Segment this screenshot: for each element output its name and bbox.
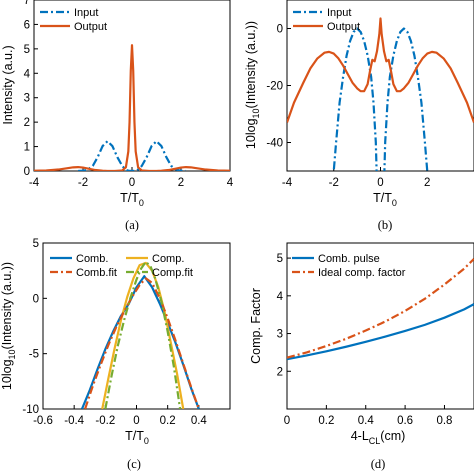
x-tick-label: 0.4 [358, 415, 375, 427]
x-tick-label: 0.2 [318, 415, 334, 427]
panel-d-xlabel: 4-LCL(cm) [351, 429, 406, 446]
x-tick-label: 2 [424, 177, 430, 189]
x-tick-label: -0.2 [95, 415, 115, 427]
y-tick-label: 4 [277, 291, 284, 303]
y-tick-label: 0 [33, 293, 39, 305]
panel-a: -4 -2 0 2 4 0 1 2 3 4 5 6 7 Input Output T/T0 Intens… [1, 0, 234, 232]
x-tick-label: 0.4 [191, 415, 208, 427]
y-tick-label: 3 [277, 329, 283, 341]
panel-a-ylabel: Intensity (a.u.) [1, 45, 15, 124]
x-tick-label: -4 [29, 177, 40, 189]
legend-label: Output [74, 21, 107, 33]
y-tick-label: 0 [24, 166, 30, 178]
panel-b-ylabel: 10log10(Intensity (a.u.)) [244, 21, 261, 149]
panel-b-xticks: -4 -2 0 2 [282, 167, 430, 189]
x-tick-label: 0 [133, 415, 139, 427]
x-tick-label: 0.2 [160, 415, 176, 427]
y-tick-label: -40 [266, 138, 283, 150]
panel-c-legend: Comb. Comp. Comb.fit Comp.fit [50, 253, 193, 279]
legend-label: Ideal comp. factor [318, 267, 406, 279]
panel-d-frame [286, 242, 474, 410]
panel-c-xticks: -0.6 -0.4 -0.2 0 0.2 0.4 [33, 405, 207, 427]
legend-label: Comb. pulse [318, 253, 380, 265]
series-line-output [287, 17, 474, 123]
legend-label: Input [74, 7, 98, 19]
panel-d: 0 0.2 0.4 0.6 0.8 2 3 4 5 Comb. pulse Ideal comp… [249, 242, 474, 471]
y-tick-label: -5 [29, 349, 39, 361]
panel-c-caption: (c) [127, 457, 141, 471]
y-tick-label: 2 [277, 366, 283, 378]
panel-c-ylabel: 10log10(Intensity (a.u.)) [0, 262, 17, 390]
y-tick-label: 5 [33, 238, 39, 250]
panel-d-xticks: 0 0.2 0.4 0.6 0.8 [284, 405, 452, 427]
x-tick-label: 0.6 [397, 415, 413, 427]
x-tick-label: 0 [129, 177, 135, 189]
y-tick-label: 4 [24, 68, 31, 80]
y-tick-label: 5 [277, 253, 283, 265]
legend-label: Comb. [76, 253, 108, 265]
series-line-comb-pulse [287, 303, 474, 361]
x-tick-label: 4 [227, 177, 234, 189]
x-tick-label: -0.4 [64, 415, 84, 427]
panel-a-lines [34, 44, 230, 171]
legend-label: Comb.fit [76, 267, 117, 279]
panel-a-legend: Input Output [40, 7, 107, 33]
panel-b-yticks: -40 -20 0 [266, 24, 291, 150]
panel-d-ylabel: Comp. Factor [249, 288, 263, 364]
y-tick-label: 3 [24, 93, 30, 105]
x-tick-label: -2 [329, 177, 339, 189]
panel-b-legend: Input Output [293, 7, 360, 33]
series-line-comp [101, 261, 185, 409]
y-tick-label: 1 [24, 142, 30, 154]
panel-d-legend: Comb. pulse Ideal comp. factor [292, 253, 406, 279]
x-tick-label: 2 [178, 177, 184, 189]
y-tick-label: 2 [24, 117, 30, 129]
panel-c-lines [80, 260, 200, 409]
legend-label: Output [327, 21, 360, 33]
x-tick-label: -0.6 [33, 415, 53, 427]
series-line-comp-fit [104, 260, 182, 409]
y-tick-label: -10 [22, 404, 39, 416]
panel-b-caption: (b) [378, 218, 393, 232]
panel-a-xlabel: T/T0 [120, 191, 144, 208]
panel-d-caption: (d) [371, 457, 386, 471]
x-tick-label: 0 [377, 177, 383, 189]
series-line-output [34, 44, 230, 171]
series-line-input [332, 27, 429, 171]
x-tick-label: -2 [78, 177, 88, 189]
panel-a-caption: (a) [125, 218, 139, 232]
series-line-input [78, 140, 186, 171]
legend-label: Comp. [152, 253, 184, 265]
series-line-ideal-comp-factor [287, 258, 474, 359]
x-tick-label: -4 [282, 177, 293, 189]
panel-a-yticks: 0 1 2 3 4 5 6 7 [24, 0, 38, 178]
panel-b-lines [287, 17, 474, 171]
series-line-comb-fit [84, 277, 200, 409]
x-tick-label: 0.8 [436, 415, 452, 427]
panel-c-yticks: -10 -5 0 5 [22, 238, 47, 416]
y-tick-label: 5 [24, 44, 30, 56]
series-line-comb [80, 275, 200, 409]
panel-d-yticks: 2 3 4 5 [277, 253, 291, 378]
x-tick-label: 0 [284, 415, 290, 427]
y-tick-label: 7 [24, 0, 30, 7]
y-tick-label: 0 [277, 24, 283, 36]
panel-b-xlabel: T/T0 [373, 191, 397, 208]
panel-c: -0.6 -0.4 -0.2 0 0.2 0.4 -10-505 Comb. Comp.Co… [0, 238, 231, 471]
panel-c-frame [42, 242, 231, 410]
legend-label: Comp.fit [152, 267, 193, 279]
y-tick-label: -20 [266, 81, 283, 93]
panel-d-lines [287, 258, 474, 361]
y-tick-label: 6 [24, 19, 30, 31]
panel-c-xlabel: T/T0 [125, 429, 149, 446]
legend-label: Input [327, 7, 351, 19]
